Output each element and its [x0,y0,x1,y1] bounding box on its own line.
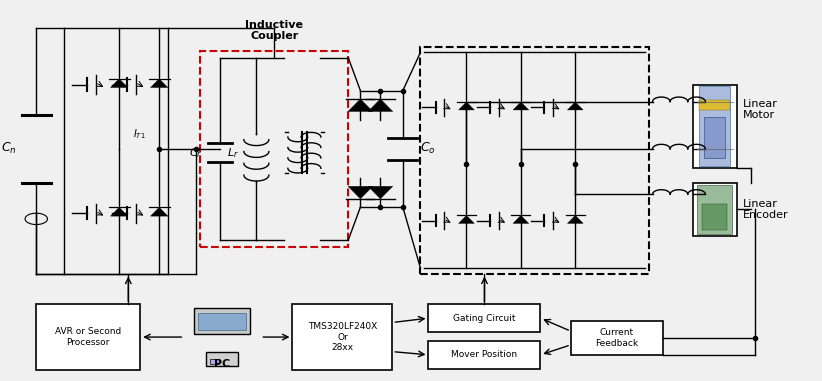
Bar [428,341,541,369]
Bar [699,99,730,110]
Bar [693,183,737,236]
Polygon shape [110,79,127,88]
Polygon shape [513,216,529,223]
Bar [697,185,732,234]
Text: $L_r$: $L_r$ [227,146,238,160]
Text: PC: PC [215,359,230,370]
Bar [210,359,219,365]
Polygon shape [150,207,168,216]
Bar [194,308,251,334]
Polygon shape [567,216,583,223]
Polygon shape [368,99,393,112]
Text: $I_{T1}$: $I_{T1}$ [133,128,145,141]
Polygon shape [348,99,372,112]
Polygon shape [110,207,127,216]
Bar [293,304,392,370]
Bar [201,51,349,247]
Text: Mover Position: Mover Position [451,351,518,359]
Text: Inductive
Coupler: Inductive Coupler [246,19,303,41]
Bar [428,304,541,332]
Bar [36,304,141,370]
Polygon shape [459,102,474,110]
Polygon shape [567,102,583,110]
Bar [571,321,663,355]
Bar [206,352,238,367]
Bar [198,314,247,330]
Polygon shape [513,102,529,110]
Text: $C_o$: $C_o$ [420,141,436,157]
Text: Current
Feedback: Current Feedback [595,328,639,348]
Text: AVR or Second
Processor: AVR or Second Processor [55,327,122,347]
Polygon shape [459,216,474,223]
Bar [704,117,725,158]
Bar [693,85,737,168]
Text: TMS320LF240X
Or
28xx: TMS320LF240X Or 28xx [307,322,377,352]
Text: Linear
Motor: Linear Motor [743,99,778,120]
Bar [699,86,730,166]
Text: $C_r$: $C_r$ [189,146,203,160]
Text: Gating Circuit: Gating Circuit [453,314,515,323]
Text: Linear
Encoder: Linear Encoder [743,199,788,220]
Polygon shape [348,186,372,199]
Polygon shape [150,79,168,88]
Polygon shape [368,186,393,199]
Text: $C_n$: $C_n$ [1,141,16,157]
Bar [420,47,649,274]
Bar [702,204,727,230]
